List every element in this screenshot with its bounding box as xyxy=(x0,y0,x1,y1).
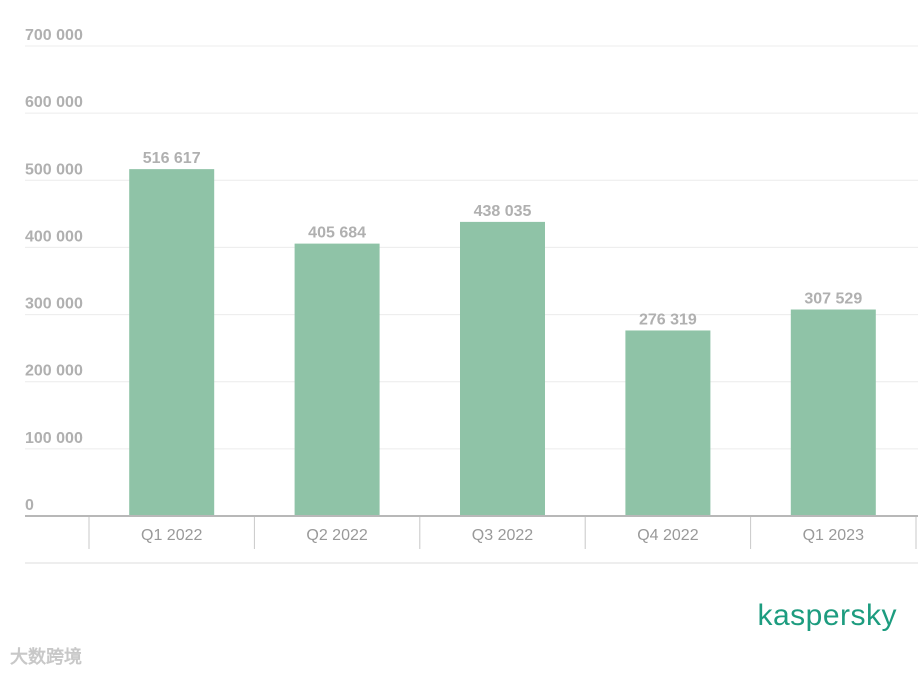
bar xyxy=(460,221,545,516)
value-label: 276 319 xyxy=(639,311,697,328)
y-tick-label: 200 000 xyxy=(25,363,83,380)
bar xyxy=(129,169,215,516)
x-tick-label: Q1 2022 xyxy=(141,527,202,544)
x-tick-label: Q1 2023 xyxy=(803,527,864,544)
y-tick-label: 100 000 xyxy=(25,430,83,447)
y-tick-label: 300 000 xyxy=(25,296,83,313)
y-tick-label: 500 000 xyxy=(25,161,83,178)
logo: kaspersky xyxy=(757,599,897,632)
watermark: 大数跨境 xyxy=(10,646,82,667)
value-label: 516 617 xyxy=(143,150,201,167)
x-tick-label: Q3 2022 xyxy=(472,527,533,544)
y-tick-label: 700 000 xyxy=(25,27,83,44)
value-label: 307 529 xyxy=(804,291,862,308)
bar xyxy=(790,309,876,516)
value-label: 405 684 xyxy=(308,225,366,242)
y-tick-label: 0 xyxy=(25,497,34,514)
bar xyxy=(625,330,711,516)
bar xyxy=(294,243,380,516)
value-label: 438 035 xyxy=(474,203,532,220)
x-tick-label: Q2 2022 xyxy=(306,527,367,544)
y-tick-label: 400 000 xyxy=(25,228,83,245)
y-tick-label: 600 000 xyxy=(25,94,83,111)
x-tick-label: Q4 2022 xyxy=(637,527,698,544)
